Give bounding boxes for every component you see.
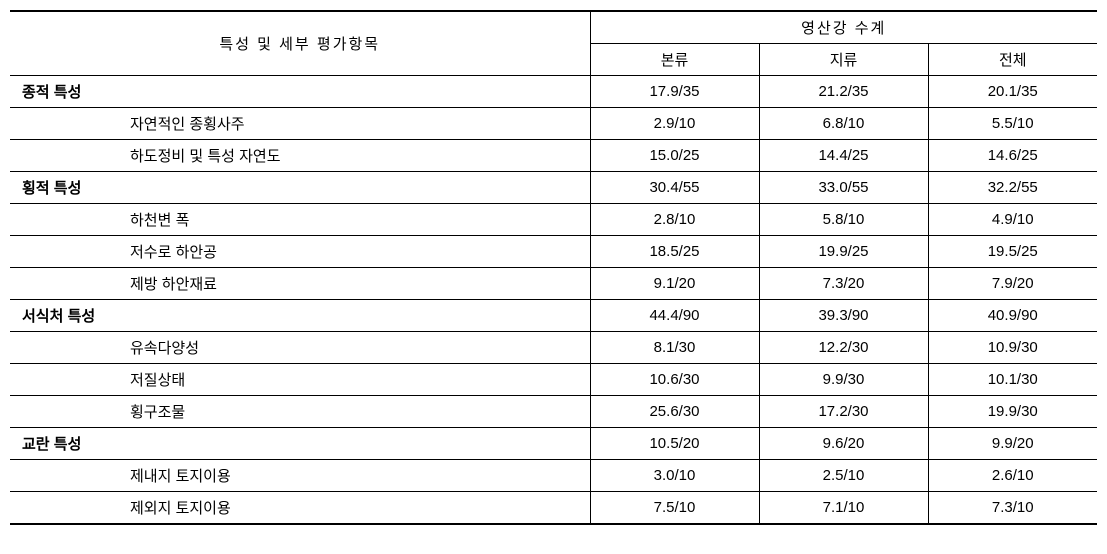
cell-value: 4.9/10: [928, 204, 1097, 236]
cell-value: 2.8/10: [590, 204, 759, 236]
cell-value: 40.9/90: [928, 300, 1097, 332]
row-label: 저수로 하안공: [10, 236, 590, 268]
cell-value: 19.9/25: [759, 236, 928, 268]
header-main-label: 특성 및 세부 평가항목: [10, 11, 590, 76]
table-row: 하천변 폭 2.8/10 5.8/10 4.9/10: [10, 204, 1097, 236]
table-row: 저질상태 10.6/30 9.9/30 10.1/30: [10, 364, 1097, 396]
row-label: 제내지 토지이용: [10, 460, 590, 492]
cell-value: 2.9/10: [590, 108, 759, 140]
row-label: 종적 특성: [10, 76, 590, 108]
cell-value: 7.1/10: [759, 492, 928, 525]
cell-value: 30.4/55: [590, 172, 759, 204]
header-row-1: 특성 및 세부 평가항목 영산강 수계: [10, 11, 1097, 44]
row-label: 서식처 특성: [10, 300, 590, 332]
cell-value: 18.5/25: [590, 236, 759, 268]
cell-value: 9.6/20: [759, 428, 928, 460]
cell-value: 15.0/25: [590, 140, 759, 172]
cell-value: 10.6/30: [590, 364, 759, 396]
cell-value: 44.4/90: [590, 300, 759, 332]
cell-value: 17.9/35: [590, 76, 759, 108]
table-row: 제내지 토지이용 3.0/10 2.5/10 2.6/10: [10, 460, 1097, 492]
table-body: 종적 특성 17.9/35 21.2/35 20.1/35 자연적인 종횡사주 …: [10, 76, 1097, 525]
cell-value: 10.9/30: [928, 332, 1097, 364]
row-label: 횡적 특성: [10, 172, 590, 204]
row-label: 자연적인 종횡사주: [10, 108, 590, 140]
cell-value: 2.6/10: [928, 460, 1097, 492]
cell-value: 19.9/30: [928, 396, 1097, 428]
row-label: 유속다양성: [10, 332, 590, 364]
cell-value: 39.3/90: [759, 300, 928, 332]
cell-value: 9.9/20: [928, 428, 1097, 460]
cell-value: 7.3/10: [928, 492, 1097, 525]
cell-value: 25.6/30: [590, 396, 759, 428]
cell-value: 5.8/10: [759, 204, 928, 236]
table-row: 제외지 토지이용 7.5/10 7.1/10 7.3/10: [10, 492, 1097, 525]
cell-value: 2.5/10: [759, 460, 928, 492]
table-row: 서식처 특성 44.4/90 39.3/90 40.9/90: [10, 300, 1097, 332]
evaluation-table: 특성 및 세부 평가항목 영산강 수계 본류 지류 전체 종적 특성 17.9/…: [10, 10, 1097, 525]
table-row: 제방 하안재료 9.1/20 7.3/20 7.9/20: [10, 268, 1097, 300]
row-label: 교란 특성: [10, 428, 590, 460]
table-row: 교란 특성 10.5/20 9.6/20 9.9/20: [10, 428, 1097, 460]
table-row: 횡적 특성 30.4/55 33.0/55 32.2/55: [10, 172, 1097, 204]
cell-value: 10.5/20: [590, 428, 759, 460]
table-row: 저수로 하안공 18.5/25 19.9/25 19.5/25: [10, 236, 1097, 268]
header-subcol-2: 전체: [928, 44, 1097, 76]
cell-value: 14.4/25: [759, 140, 928, 172]
cell-value: 14.6/25: [928, 140, 1097, 172]
row-label: 횡구조물: [10, 396, 590, 428]
cell-value: 20.1/35: [928, 76, 1097, 108]
cell-value: 7.5/10: [590, 492, 759, 525]
table-row: 하도정비 및 특성 자연도 15.0/25 14.4/25 14.6/25: [10, 140, 1097, 172]
cell-value: 8.1/30: [590, 332, 759, 364]
row-label: 제방 하안재료: [10, 268, 590, 300]
cell-value: 6.8/10: [759, 108, 928, 140]
cell-value: 7.3/20: [759, 268, 928, 300]
cell-value: 17.2/30: [759, 396, 928, 428]
table-row: 유속다양성 8.1/30 12.2/30 10.9/30: [10, 332, 1097, 364]
table-row: 횡구조물 25.6/30 17.2/30 19.9/30: [10, 396, 1097, 428]
table-row: 종적 특성 17.9/35 21.2/35 20.1/35: [10, 76, 1097, 108]
cell-value: 9.9/30: [759, 364, 928, 396]
cell-value: 9.1/20: [590, 268, 759, 300]
row-label: 저질상태: [10, 364, 590, 396]
cell-value: 7.9/20: [928, 268, 1097, 300]
header-group-label: 영산강 수계: [590, 11, 1097, 44]
cell-value: 3.0/10: [590, 460, 759, 492]
cell-value: 33.0/55: [759, 172, 928, 204]
row-label: 하천변 폭: [10, 204, 590, 236]
cell-value: 21.2/35: [759, 76, 928, 108]
header-subcol-0: 본류: [590, 44, 759, 76]
cell-value: 19.5/25: [928, 236, 1097, 268]
cell-value: 5.5/10: [928, 108, 1097, 140]
row-label: 하도정비 및 특성 자연도: [10, 140, 590, 172]
row-label: 제외지 토지이용: [10, 492, 590, 525]
table-row: 자연적인 종횡사주 2.9/10 6.8/10 5.5/10: [10, 108, 1097, 140]
cell-value: 10.1/30: [928, 364, 1097, 396]
cell-value: 32.2/55: [928, 172, 1097, 204]
header-subcol-1: 지류: [759, 44, 928, 76]
cell-value: 12.2/30: [759, 332, 928, 364]
